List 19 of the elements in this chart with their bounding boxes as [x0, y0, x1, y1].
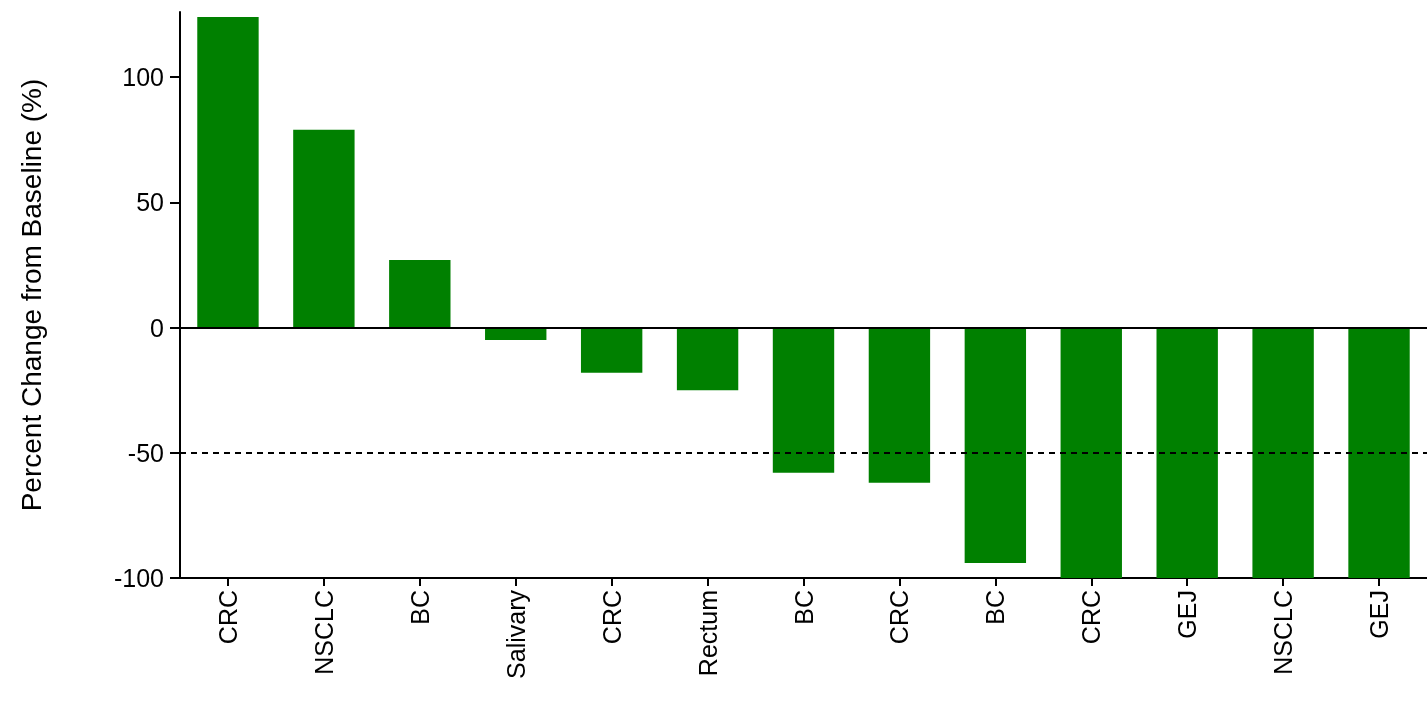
x-tick-label: NSCLC	[309, 590, 338, 675]
x-tick-label: BC	[405, 590, 434, 625]
x-tick-label: BC	[789, 590, 818, 625]
x-tick-label: CRC	[597, 590, 626, 645]
x-tick-label: CRC	[1077, 590, 1106, 645]
x-tick-label: GEJ	[1173, 590, 1202, 639]
y-tick-label: 0	[150, 313, 164, 342]
x-tick-label: BC	[981, 590, 1010, 625]
x-tick-label: Salivary	[501, 589, 530, 679]
y-tick-label: 100	[122, 63, 164, 92]
x-tick-label: CRC	[885, 590, 914, 645]
x-tick-label: GEJ	[1365, 590, 1394, 639]
y-tick-label: 50	[136, 188, 164, 217]
x-tick-label: CRC	[213, 590, 242, 645]
x-tick-label: Rectum	[693, 590, 722, 677]
y-tick-label: -100	[113, 564, 164, 592]
y-tick-label: -50	[127, 438, 164, 467]
x-tick-label: NSCLC	[1269, 590, 1298, 675]
y-axis-title: Percent Change from Baseline (%)	[15, 78, 47, 512]
